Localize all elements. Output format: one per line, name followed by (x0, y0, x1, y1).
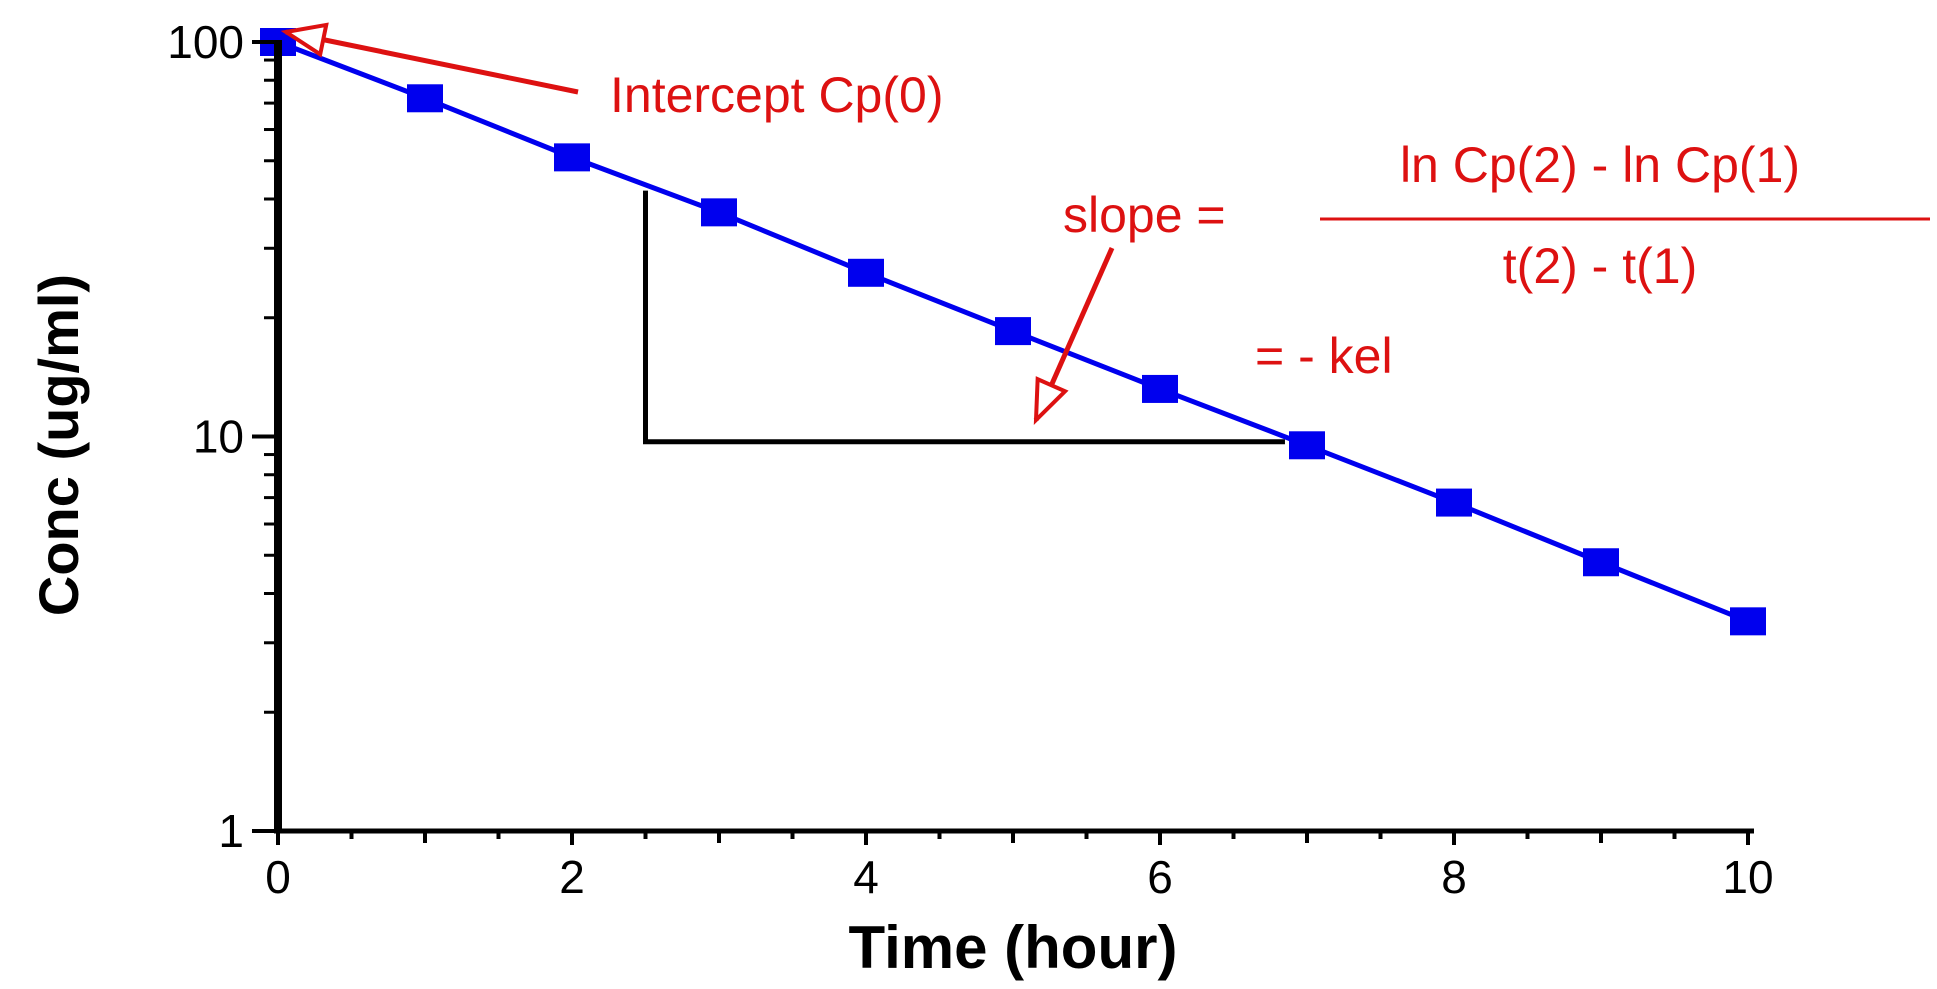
data-point (407, 84, 443, 113)
slope-triangle-lines (643, 190, 1285, 445)
y-tick-label: 10 (193, 411, 244, 463)
y-axis-title: Conc (ug/ml) (27, 274, 90, 616)
x-tick-label: 8 (1441, 851, 1467, 903)
slope-arrow-head (1033, 376, 1069, 425)
tick-labels: 1 10 100 0 2 4 6 8 10 (167, 16, 1773, 903)
x-tick-label: 10 (1722, 851, 1773, 903)
axes (252, 40, 1754, 845)
data-point (554, 143, 590, 172)
annotation-arrows (280, 22, 1115, 425)
data-point (848, 258, 884, 287)
slope-denominator-label: t(2) - t(1) (1503, 238, 1697, 294)
data-series (260, 28, 1766, 636)
x-tick-label: 4 (853, 851, 879, 903)
x-tick-label: 2 (559, 851, 585, 903)
slope-triangle (643, 190, 1285, 445)
intercept-arrow-shaft (285, 29, 579, 95)
intercept-label: Intercept Cp(0) (610, 67, 943, 123)
x-tick-label: 6 (1147, 851, 1173, 903)
data-point (995, 317, 1031, 346)
slope-result-label: = - kel (1255, 328, 1393, 384)
data-point (1142, 374, 1178, 403)
slope-numerator-label: ln Cp(2) - ln Cp(1) (1400, 137, 1800, 193)
intercept-arrow-head (280, 22, 329, 58)
x-tick-label: 0 (265, 851, 291, 903)
data-point (1583, 548, 1619, 577)
y-tick-label: 100 (167, 16, 244, 68)
x-axis-title: Time (hour) (849, 914, 1178, 981)
y-tick-label: 1 (218, 805, 244, 857)
data-point (701, 198, 737, 227)
slope-prefix-label: slope = (1063, 187, 1226, 243)
annotations: Intercept Cp(0) slope = ln Cp(2) - ln Cp… (280, 22, 1930, 425)
data-point (1730, 607, 1766, 636)
data-point (1436, 488, 1472, 517)
data-point (1289, 431, 1325, 460)
